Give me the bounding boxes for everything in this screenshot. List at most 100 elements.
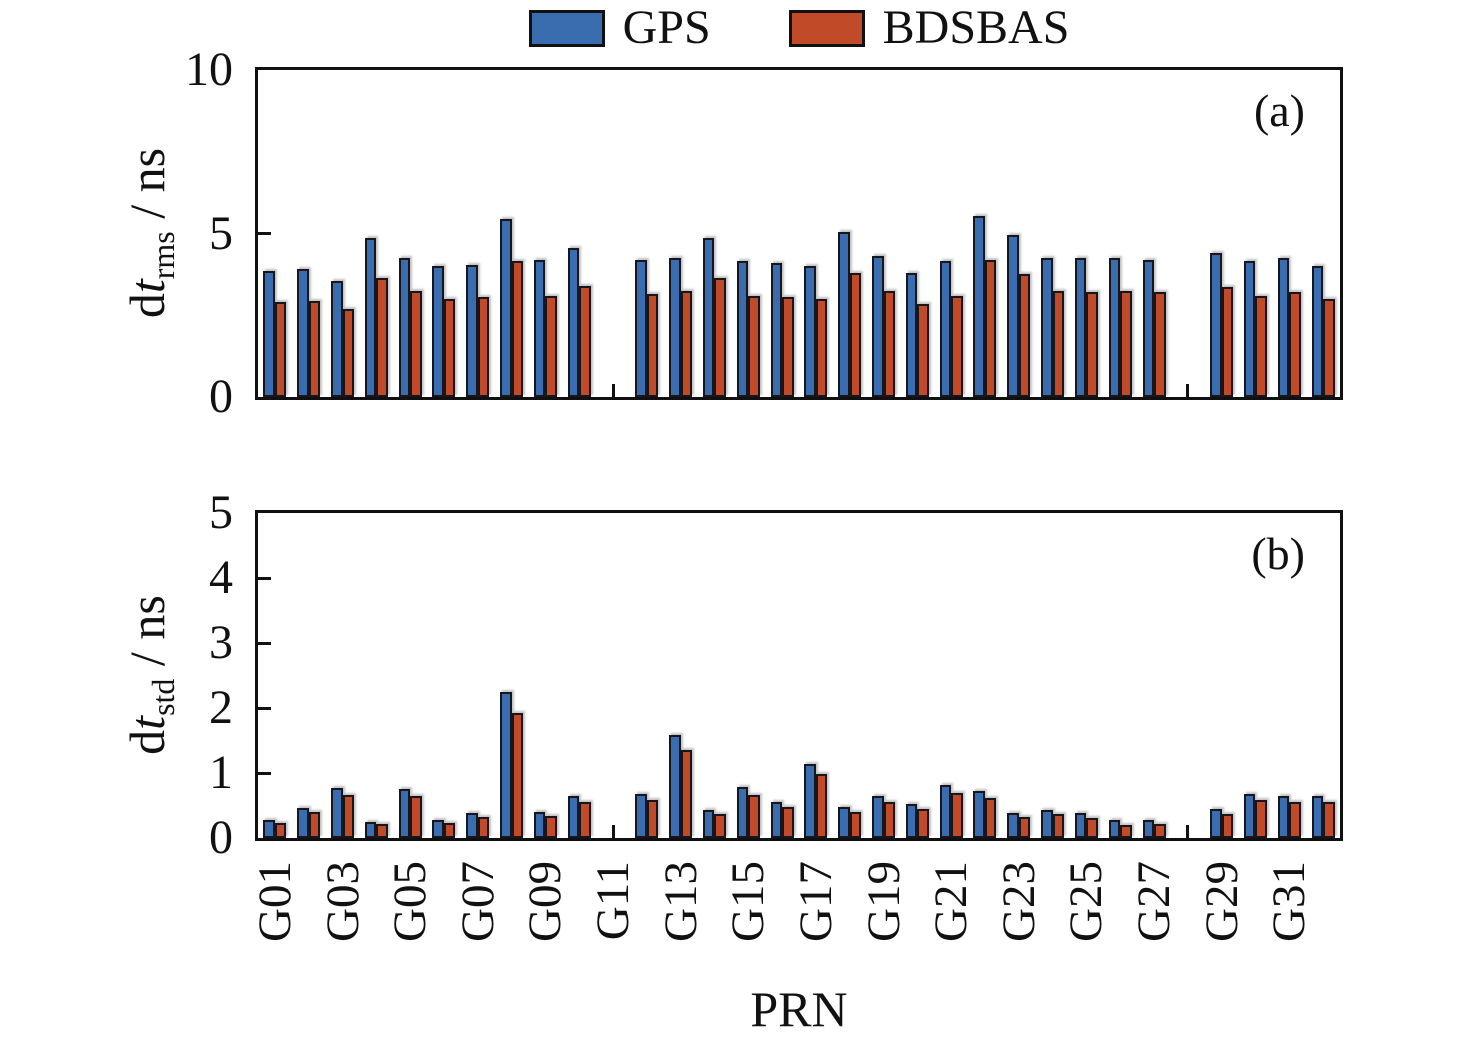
bar-bdsbas-G01 xyxy=(274,823,287,838)
bar-gps-G24 xyxy=(1041,258,1053,397)
bar-bdsbas-G10 xyxy=(579,802,591,838)
x-tick-label-G27: G27 xyxy=(1128,861,1181,942)
y-tick-label-4: 4 xyxy=(209,551,233,604)
bar-gps-G14 xyxy=(702,810,715,838)
bar-gps-G29 xyxy=(1210,809,1222,838)
bar-bdsbas-G32 xyxy=(1323,298,1335,397)
bar-bdsbas-G12 xyxy=(646,799,659,838)
bar-gps-G20 xyxy=(905,804,918,838)
bar-gps-G18 xyxy=(838,807,850,838)
bar-gps-G20 xyxy=(905,272,918,397)
x-tick-label-G15: G15 xyxy=(722,861,775,942)
y-tick-label-0: 0 xyxy=(209,370,233,423)
bar-bdsbas-G06 xyxy=(443,823,456,838)
bar-gps-G14 xyxy=(702,238,715,397)
bar-bdsbas-G16 xyxy=(782,297,794,397)
bar-gps-G23 xyxy=(1007,812,1019,838)
bar-gps-G21 xyxy=(939,785,952,838)
bar-bdsbas-G15 xyxy=(748,295,760,397)
bar-bdsbas-G16 xyxy=(782,806,794,838)
bar-bdsbas-G19 xyxy=(883,290,896,397)
bar-gps-G21 xyxy=(939,261,952,397)
bar-gps-G15 xyxy=(736,787,749,838)
bar-gps-G13 xyxy=(669,735,681,838)
bar-gps-G04 xyxy=(364,821,377,838)
bar-bdsbas-G21 xyxy=(951,295,963,397)
bar-bdsbas-G17 xyxy=(815,298,828,397)
x-tick-label-G19: G19 xyxy=(857,861,910,942)
panel-label-a: (a) xyxy=(1253,85,1305,136)
bar-bdsbas-G03 xyxy=(342,795,355,838)
bar-gps-G15 xyxy=(736,261,749,397)
bar-gps-G26 xyxy=(1108,820,1121,838)
bar-gps-G13 xyxy=(669,258,681,397)
x-tick-label-G21: G21 xyxy=(925,861,978,942)
x-tick-label-G05: G05 xyxy=(384,861,437,942)
y-tick-label-0: 0 xyxy=(209,811,233,864)
bar-bdsbas-G25 xyxy=(1086,292,1098,397)
bar-gps-G32 xyxy=(1311,266,1324,397)
x-tick-label-G07: G07 xyxy=(451,861,504,942)
bar-gps-G19 xyxy=(872,256,884,397)
bar-bdsbas-G23 xyxy=(1018,274,1031,397)
bar-bdsbas-G03 xyxy=(342,308,355,397)
bar-gps-G02 xyxy=(297,269,309,397)
y-tick-3 xyxy=(258,641,271,645)
bar-gps-G05 xyxy=(398,258,411,397)
x-tick-G11 xyxy=(611,384,615,397)
bar-gps-G22 xyxy=(973,215,985,397)
bar-gps-G17 xyxy=(804,763,816,838)
bar-gps-G07 xyxy=(466,812,478,838)
bar-bdsbas-G29 xyxy=(1221,287,1234,397)
bar-gps-G31 xyxy=(1277,795,1290,838)
y-tick-1 xyxy=(258,771,271,775)
bar-gps-G04 xyxy=(364,238,377,397)
bar-bdsbas-G27 xyxy=(1154,823,1166,838)
bar-gps-G01 xyxy=(263,271,275,397)
bar-bdsbas-G06 xyxy=(443,298,456,397)
legend: GPS BDSBAS xyxy=(255,2,1343,54)
bar-bdsbas-G01 xyxy=(274,302,287,397)
bar-gps-G03 xyxy=(331,787,343,838)
y-axis-title-rms: dtrms / ns xyxy=(119,147,181,319)
bar-bdsbas-G02 xyxy=(308,300,321,397)
bar-gps-G24 xyxy=(1041,810,1053,838)
bar-bdsbas-G31 xyxy=(1289,292,1301,397)
bar-bdsbas-G26 xyxy=(1120,825,1132,838)
bar-gps-G05 xyxy=(398,789,411,838)
gps-legend-swatch-icon xyxy=(528,9,605,47)
bar-gps-G26 xyxy=(1108,258,1121,397)
bar-gps-G23 xyxy=(1007,235,1019,397)
x-tick-label-G13: G13 xyxy=(654,861,707,942)
x-tick-label-G31: G31 xyxy=(1263,861,1316,942)
bar-gps-G08 xyxy=(500,218,512,397)
bar-gps-G29 xyxy=(1210,253,1222,397)
y-tick-label-5: 5 xyxy=(209,486,233,539)
x-tick-G28 xyxy=(1186,825,1190,838)
bar-gps-G01 xyxy=(263,820,275,838)
bar-bdsbas-G14 xyxy=(714,277,726,397)
bar-bdsbas-G12 xyxy=(646,294,659,397)
bdsbas-legend-swatch-icon xyxy=(788,9,865,47)
y-tick-4 xyxy=(258,576,271,580)
plot-area-std: (b) xyxy=(255,510,1343,841)
bar-gps-G06 xyxy=(432,266,444,397)
x-tick-label-G09: G09 xyxy=(519,861,572,942)
x-tick-G28 xyxy=(1186,384,1190,397)
y-tick-label-1: 1 xyxy=(209,746,233,799)
bar-gps-G08 xyxy=(500,691,512,838)
y-tick-2 xyxy=(258,706,271,710)
x-tick-label-G23: G23 xyxy=(992,861,1045,942)
x-tick-label-G17: G17 xyxy=(789,861,842,942)
bdsbas-legend-label: BDSBAS xyxy=(882,1,1070,54)
bar-bdsbas-G22 xyxy=(984,259,997,397)
plot-area-rms: (a) xyxy=(255,67,1343,400)
bar-bdsbas-G18 xyxy=(849,272,862,397)
bar-gps-G17 xyxy=(804,266,816,397)
bar-bdsbas-G26 xyxy=(1120,290,1132,397)
bar-bdsbas-G17 xyxy=(815,773,828,838)
bar-gps-G09 xyxy=(533,812,546,838)
bar-bdsbas-G29 xyxy=(1221,813,1234,838)
bar-gps-G02 xyxy=(297,808,309,838)
